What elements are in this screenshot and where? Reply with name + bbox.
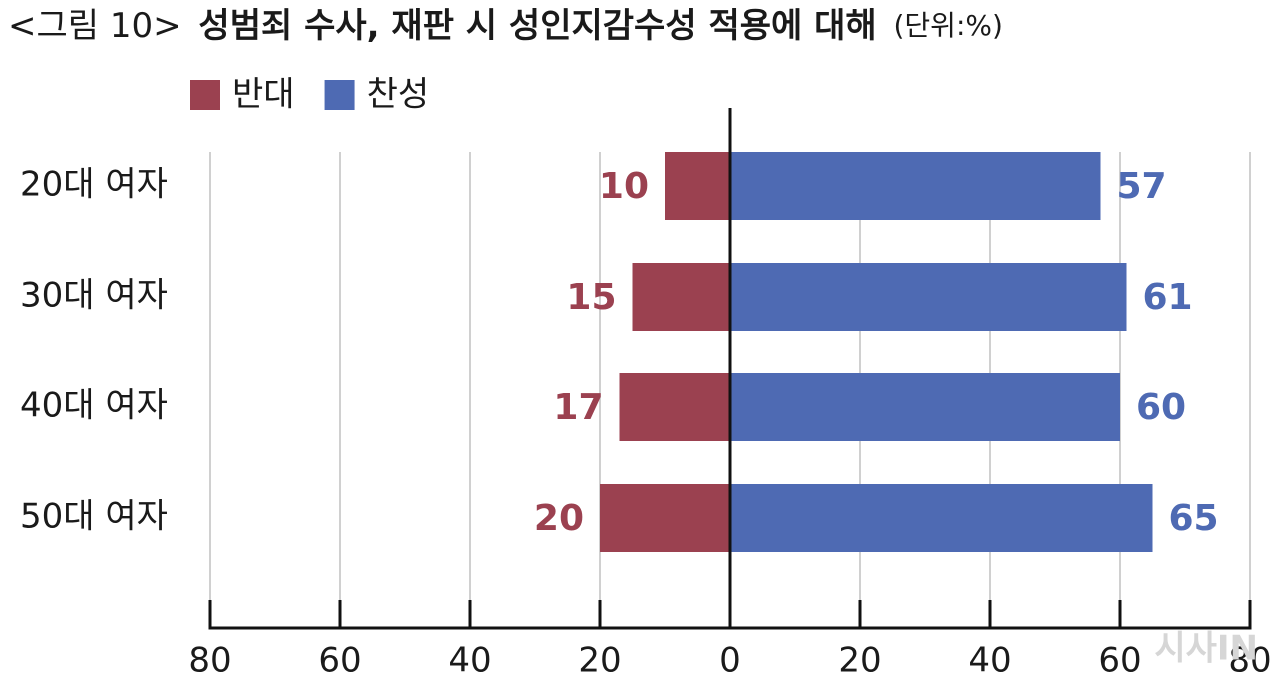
x-tick-label: 60 <box>1098 641 1141 681</box>
y-tick-label: 30대 여자 <box>20 276 168 316</box>
x-tick-label: 60 <box>318 641 361 681</box>
x-tick-label: 20 <box>578 641 621 681</box>
data-label: 17 <box>553 387 603 428</box>
bar <box>632 263 730 331</box>
x-tick-label: 40 <box>968 641 1011 681</box>
watermark: 시사IN <box>1154 629 1258 669</box>
legend-label: 반대 <box>232 75 295 115</box>
x-tick-label: 20 <box>838 641 881 681</box>
data-label: 15 <box>566 277 616 318</box>
figure-label: <그림 10> <box>8 6 182 46</box>
bar <box>730 263 1127 331</box>
bar <box>619 373 730 441</box>
data-label: 20 <box>534 498 584 539</box>
x-tick-label: 40 <box>448 641 491 681</box>
y-tick-label: 20대 여자 <box>20 165 168 205</box>
bar <box>730 373 1120 441</box>
x-tick-label: 80 <box>188 641 231 681</box>
chart-title: 성범죄 수사, 재판 시 성인지감수성 적용에 대해 <box>198 6 876 46</box>
legend-label: 찬성 <box>367 75 430 115</box>
data-label: 65 <box>1169 498 1219 539</box>
data-label: 61 <box>1143 277 1193 318</box>
data-label: 10 <box>599 166 649 207</box>
y-tick-label: 50대 여자 <box>20 497 168 537</box>
chart-heading: <그림 10> 성범죄 수사, 재판 시 성인지감수성 적용에 대해 (단위:%… <box>8 6 1003 46</box>
unit-label: (단위:%) <box>894 9 1003 42</box>
bar <box>730 152 1101 220</box>
legend-swatch <box>324 80 355 110</box>
data-label: 60 <box>1136 387 1186 428</box>
data-label: 57 <box>1117 166 1167 207</box>
bar <box>730 484 1153 552</box>
legend-swatch <box>190 80 220 110</box>
bar <box>665 152 730 220</box>
x-tick-label: 80 <box>1228 641 1271 681</box>
x-tick-label: 0 <box>719 641 741 681</box>
y-tick-label: 40대 여자 <box>20 386 168 426</box>
bar <box>600 484 730 552</box>
